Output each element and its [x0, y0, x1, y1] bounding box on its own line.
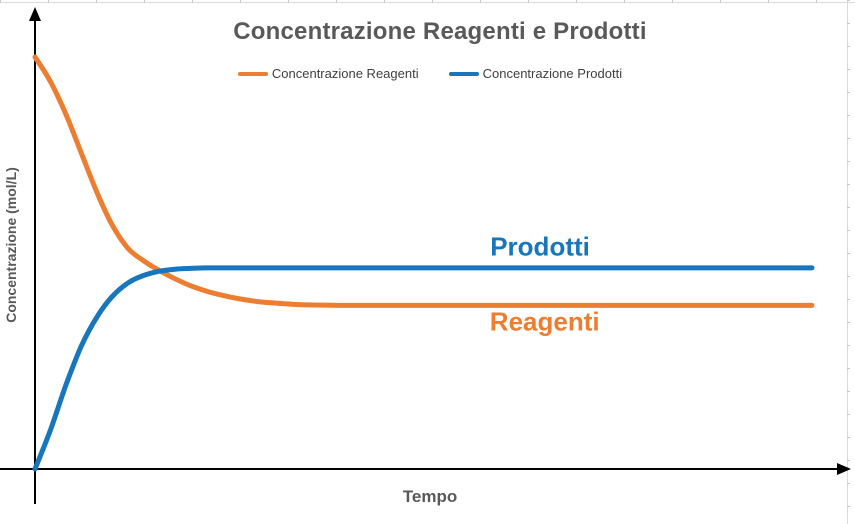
series-curve: [32, 265, 815, 472]
x-axis-title: Tempo: [402, 487, 458, 506]
sheet-gridline-right-ticks: [847, 0, 850, 524]
sheet-gridline-top-ticks: [0, 0, 855, 3]
annotation-reagenti: Reagenti: [489, 306, 600, 337]
annotation-prodotti: Prodotti: [490, 231, 590, 262]
series-curve: [32, 54, 815, 308]
y-axis-arrowhead-icon: [29, 7, 41, 21]
legend-label: Concentrazione Reagenti: [271, 66, 419, 81]
legend-line-swatch-orange: [237, 71, 268, 76]
data-series-curves: [32, 54, 815, 472]
x-axis-arrowhead-icon: [837, 463, 851, 475]
chart-legend: Concentrazione Reagenti Concentrazione P…: [0, 66, 855, 81]
chart-title: Concentrazione Reagenti e Prodotti: [233, 18, 647, 45]
legend-label: Concentrazione Prodotti: [482, 66, 623, 81]
legend-line-swatch-blue: [448, 71, 479, 76]
y-axis-title: Concentrazione (mol/L): [3, 167, 19, 323]
legend-item-prodotti: Concentrazione Prodotti: [448, 66, 623, 81]
legend-item-reagenti: Concentrazione Reagenti: [237, 66, 419, 81]
